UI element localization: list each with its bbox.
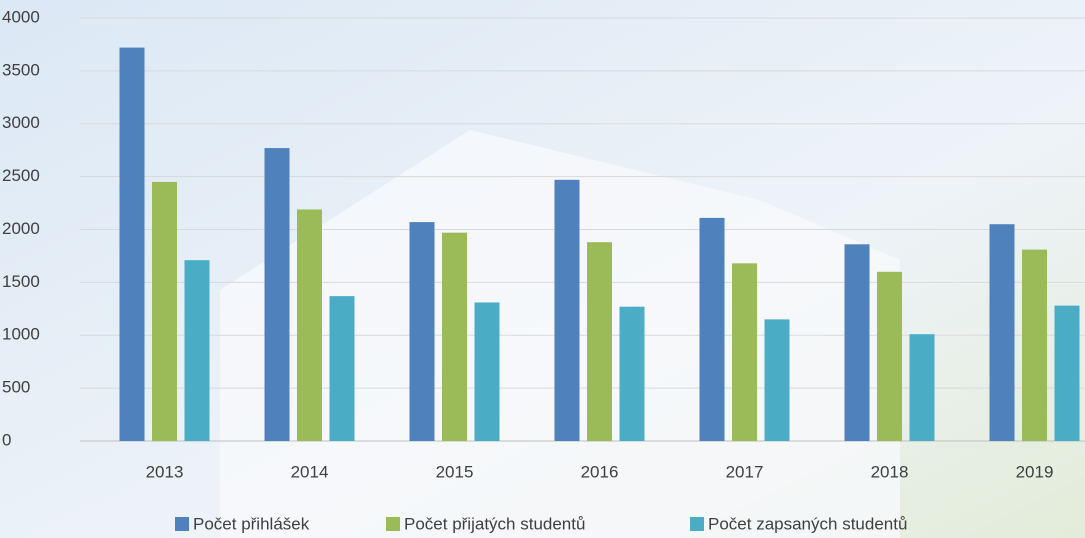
bar <box>587 242 612 441</box>
bar <box>152 181 177 441</box>
bar <box>409 222 435 441</box>
y-tick-label: 500 <box>2 378 30 397</box>
bar <box>877 271 902 441</box>
bar <box>119 47 145 442</box>
y-tick-label: 4000 <box>2 7 40 26</box>
y-tick-label: 3000 <box>2 113 40 132</box>
bar <box>329 296 355 441</box>
bar <box>554 179 580 442</box>
x-tick-label: 2018 <box>871 462 909 481</box>
bar <box>909 334 935 441</box>
bar <box>297 209 322 441</box>
legend-swatch <box>175 517 189 531</box>
bar <box>1022 249 1047 441</box>
legend-swatch <box>690 517 704 531</box>
bar <box>619 306 645 441</box>
x-tick-label: 2015 <box>436 462 474 481</box>
bar <box>264 148 290 441</box>
x-tick-label: 2014 <box>291 462 329 481</box>
legend-label: Počet zapsaných studentů <box>708 514 907 533</box>
y-tick-label: 3500 <box>2 60 40 79</box>
bar <box>732 263 757 441</box>
x-tick-label: 2019 <box>1016 462 1054 481</box>
x-tick-label: 2016 <box>581 462 619 481</box>
x-tick-label: 2017 <box>726 462 764 481</box>
bar <box>699 217 725 441</box>
bar <box>1054 305 1080 441</box>
y-tick-label: 2000 <box>2 219 40 238</box>
bar <box>184 260 210 441</box>
bar <box>844 244 870 441</box>
y-tick-label: 2500 <box>2 166 40 185</box>
y-tick-label: 0 <box>2 430 11 449</box>
bar <box>442 232 467 441</box>
x-tick-label: 2013 <box>146 462 184 481</box>
y-tick-label: 1000 <box>2 325 40 344</box>
y-tick-label: 1500 <box>2 272 40 291</box>
legend-label: Počet přijatých studentů <box>404 514 585 533</box>
bar <box>474 302 500 441</box>
legend-label: Počet přihlášek <box>193 514 310 533</box>
bar <box>764 319 790 441</box>
legend-swatch <box>386 517 400 531</box>
bar <box>989 224 1015 441</box>
